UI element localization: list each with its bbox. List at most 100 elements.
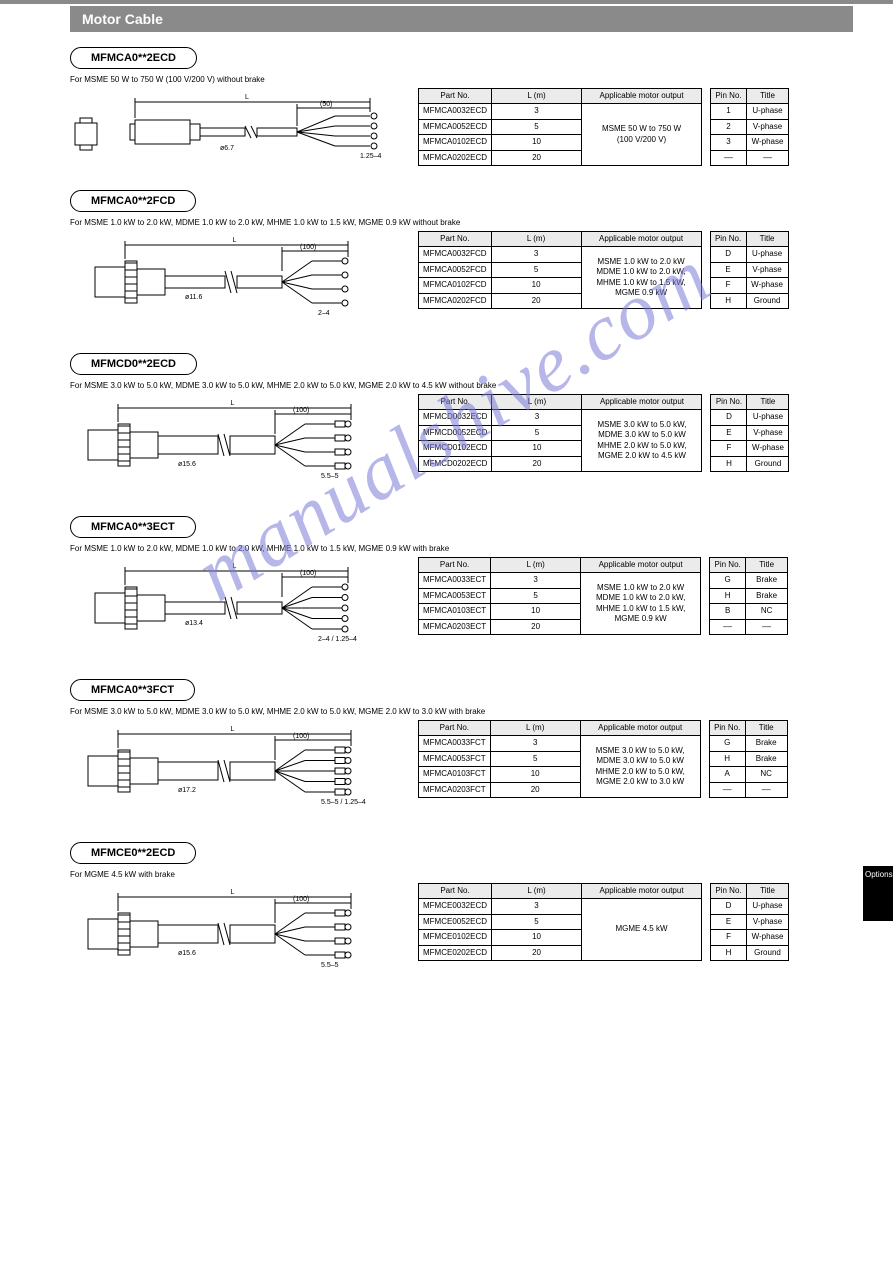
part-number-pill: MFMCA0**2ECD [70,47,197,69]
table-cell: MFMCA0052FCD [419,262,492,277]
table-cell: –– [745,782,787,797]
table-cell: V-phase [747,425,789,440]
table-cell: 20 [491,293,581,308]
table-cell: NC [746,604,788,619]
svg-text:L: L [233,563,237,570]
page-side-tab: Options [863,866,893,921]
table-cell: MFMCE0052ECD [419,914,492,929]
table-header: Title [747,884,789,899]
table-cell: 10 [491,604,581,619]
svg-text:(100): (100) [300,570,316,577]
table-cell: MSME 3.0 kW to 5.0 kW, MDME 3.0 kW to 5.… [580,736,700,798]
svg-text:(100): (100) [293,896,309,903]
table-cell: W-phase [747,930,789,945]
cable-diagram: L(100)ø13.42–4 / 1.25–4 [70,557,400,657]
table-cell: 10 [491,278,581,293]
table-cell: H [710,293,746,308]
applicable-motor-note: For MSME 3.0 kW to 5.0 kW, MDME 3.0 kW t… [70,707,853,716]
table-header: Title [747,395,789,410]
table-cell: NC [745,767,787,782]
svg-text:5.5–5: 5.5–5 [321,473,339,480]
table-cell: 20 [490,782,580,797]
table-cell: MFMCA0033FCT [419,736,491,751]
svg-text:L: L [233,237,237,244]
pin-table: Pin No.Title1U-phase2V-phase3W-phase–––– [710,88,789,166]
table-header: Part No. [419,395,492,410]
cable-diagram: L(50)ø6.71.25–4 [70,88,400,168]
svg-text:L: L [231,726,235,733]
table-cell: 10 [490,767,580,782]
table-cell: MFMCA0202ECD [419,150,492,165]
tables-column: Part No.L (m)Applicable motor outputMFMC… [418,720,788,798]
table-cell: –– [710,619,746,634]
table-cell: G [710,573,746,588]
table-cell: 5 [491,262,581,277]
table-cell: MFMCA0102ECD [419,135,492,150]
table-cell: 5 [492,119,582,134]
table-cell: F [711,441,747,456]
spec-table: Part No.L (m)Applicable motor outputMFMC… [418,231,702,309]
table-cell: MFMCA0032ECD [419,104,492,119]
table-cell: F [710,278,746,293]
cable-blocks-container: MFMCA0**2ECDFor MSME 50 W to 750 W (100 … [70,47,853,983]
table-cell: U-phase [747,104,789,119]
svg-text:(100): (100) [293,407,309,414]
tables-column: Part No.L (m)Applicable motor outputMFMC… [418,394,789,472]
table-header: L (m) [490,721,580,736]
cable-block: MFMCA0**3FCTFor MSME 3.0 kW to 5.0 kW, M… [70,679,853,820]
section-header: Motor Cable [70,6,853,32]
table-cell: 5 [491,588,581,603]
spec-table: Part No.L (m)Applicable motor outputMFMC… [418,394,702,472]
table-cell: D [711,899,747,914]
cable-block: MFMCD0**2ECDFor MSME 3.0 kW to 5.0 kW, M… [70,353,853,494]
table-cell: Ground [747,945,789,960]
svg-text:L: L [231,400,235,407]
table-cell: 3 [491,573,581,588]
table-cell: MFMCE0102ECD [419,930,492,945]
pin-table: Pin No.TitleDU-phaseEV-phaseFW-phaseHGro… [710,394,789,472]
table-cell: E [711,914,747,929]
svg-text:ø13.4: ø13.4 [185,620,203,627]
part-number-pill: MFMCD0**2ECD [70,353,197,375]
table-cell: U-phase [747,899,789,914]
table-cell: MSME 50 W to 750 W(100 V/200 V) [582,104,702,166]
table-cell: 3 [711,135,747,150]
spec-table: Part No.L (m)Applicable motor outputMFMC… [418,88,702,166]
table-cell: 2 [711,119,747,134]
table-header: Part No. [419,884,492,899]
table-cell: 10 [492,441,582,456]
table-cell: MFMCA0053ECT [419,588,491,603]
table-cell: 3 [490,736,580,751]
table-cell: 3 [492,899,582,914]
svg-text:(100): (100) [293,733,309,740]
table-header: Part No. [419,89,492,104]
table-cell: Brake [746,573,788,588]
applicable-motor-note: For MSME 1.0 kW to 2.0 kW, MDME 1.0 kW t… [70,218,853,227]
table-header: L (m) [492,89,582,104]
cable-block: MFMCA0**2ECDFor MSME 50 W to 750 W (100 … [70,47,853,168]
table-cell: 1 [711,104,747,119]
svg-text:ø15.6: ø15.6 [178,461,196,468]
table-cell: H [709,751,745,766]
svg-text:2–4: 2–4 [318,310,330,317]
table-cell: –– [746,619,788,634]
table-cell: U-phase [747,410,789,425]
table-cell: –– [709,782,745,797]
cable-diagram: L(100)ø17.25.5–5 / 1.25–4 [70,720,400,820]
table-cell: 5 [490,751,580,766]
table-header: Part No. [419,232,492,247]
table-header: Pin No. [711,884,747,899]
applicable-motor-note: For MSME 1.0 kW to 2.0 kW, MDME 1.0 kW t… [70,544,853,553]
table-cell: 20 [491,619,581,634]
table-header: Title [746,558,788,573]
table-cell: 20 [492,150,582,165]
table-cell: W-phase [747,441,789,456]
cable-block: MFMCE0**2ECDFor MGME 4.5 kW with brakeL(… [70,842,853,983]
table-cell: MFMCA0053FCT [419,751,491,766]
block-row: L(100)ø11.62–4Part No.L (m)Applicable mo… [70,231,853,331]
table-cell: H [711,945,747,960]
table-header: Title [745,721,787,736]
svg-text:ø11.6: ø11.6 [185,294,202,301]
table-cell: B [710,604,746,619]
table-cell: Brake [745,751,787,766]
